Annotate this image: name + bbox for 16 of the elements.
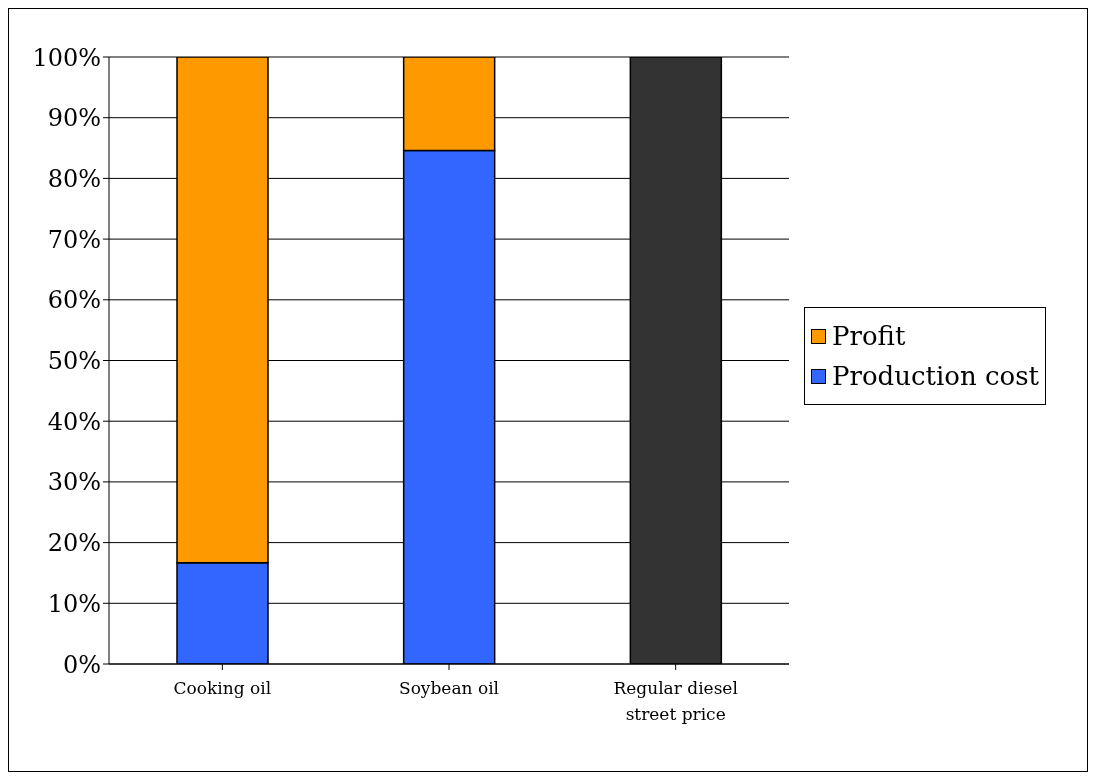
y-tick-label: 50% — [47, 347, 101, 376]
legend-label: Production cost — [832, 360, 1039, 393]
legend-label: Profit — [832, 320, 906, 353]
y-tick-label: 70% — [47, 225, 101, 254]
y-tick-label: 20% — [47, 529, 101, 558]
y-tick-label: 60% — [47, 286, 101, 315]
y-tick-label: 30% — [47, 468, 101, 497]
y-tick-label: 0% — [62, 650, 101, 679]
x-tick-label: Soybean oil — [398, 678, 500, 698]
y-tick-label: 40% — [47, 407, 101, 436]
y-tick-label: 10% — [47, 589, 101, 618]
y-tick-label: 100% — [32, 43, 101, 72]
x-tick-label: Cooking oil — [173, 678, 272, 698]
y-tick-label: 90% — [47, 104, 101, 133]
y-tick-label: 80% — [47, 164, 101, 193]
x-tick-label: Regular diesel street price — [613, 678, 738, 724]
